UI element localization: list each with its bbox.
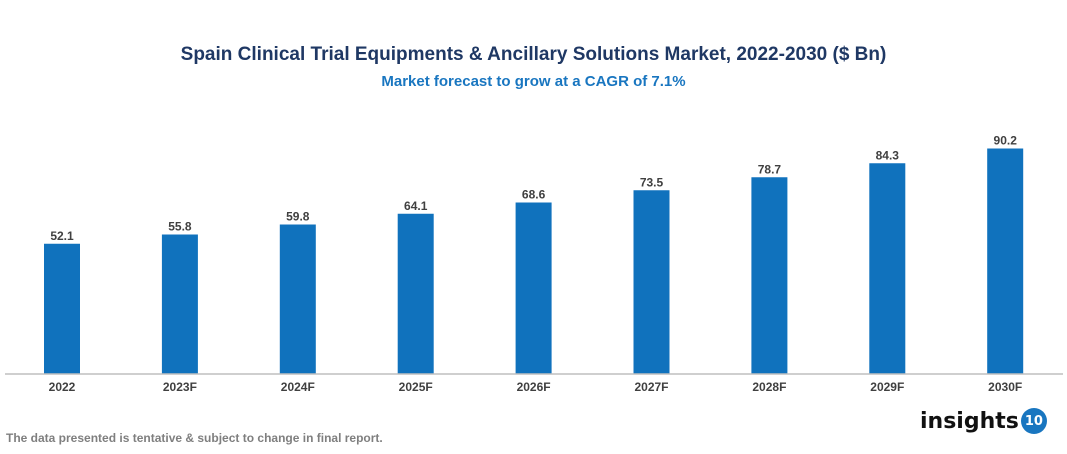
data-label-2024F: 59.8	[286, 210, 310, 224]
bar-2028F	[751, 177, 788, 374]
bar-2025F	[397, 213, 434, 374]
data-label-2030F: 90.2	[994, 134, 1018, 148]
bar-2029F	[869, 163, 906, 374]
x-tick-label: 2027F	[634, 380, 668, 394]
bar-2023F	[161, 234, 198, 374]
x-tick-label: 2028F	[752, 380, 786, 394]
data-label-2025F: 64.1	[404, 199, 428, 213]
x-tick-label: 2023F	[163, 380, 197, 394]
footnote: The data presented is tentative & subjec…	[6, 431, 383, 445]
x-tick-label: 2025F	[399, 380, 433, 394]
data-label-2029F: 84.3	[876, 148, 900, 162]
chart-subtitle: Market forecast to grow at a CAGR of 7.1…	[381, 73, 686, 90]
bar-2030F	[987, 148, 1024, 374]
insights10-logo: insights 10	[920, 408, 1047, 434]
x-tick-label: 2024F	[281, 380, 315, 394]
bar-2024F	[279, 224, 316, 374]
data-label-2022: 52.1	[50, 229, 74, 243]
bar-2022	[44, 243, 80, 374]
data-label-2023F: 55.8	[168, 220, 192, 234]
data-label-2027F: 73.5	[640, 175, 664, 189]
data-label-2026F: 68.6	[522, 188, 546, 202]
x-tick-label: 2030F	[988, 380, 1022, 394]
x-tick-label: 2029F	[870, 380, 904, 394]
bar-2027F	[633, 190, 670, 374]
logo-text: insights	[920, 408, 1019, 434]
chart-title: Spain Clinical Trial Equipments & Ancill…	[180, 44, 887, 65]
logo-badge: 10	[1020, 408, 1047, 434]
data-label-2028F: 78.7	[758, 162, 782, 176]
x-tick-label: 2022	[49, 380, 76, 394]
bar-2026F	[515, 202, 552, 374]
x-tick-label: 2026F	[517, 380, 551, 394]
